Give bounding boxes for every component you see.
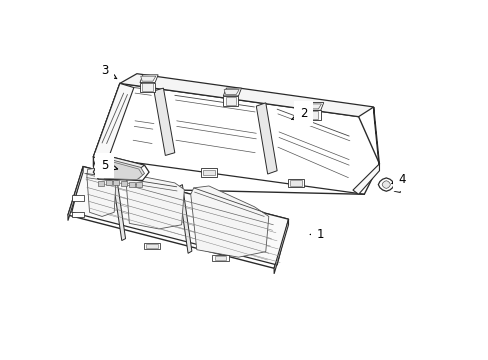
Polygon shape [128,181,134,186]
Polygon shape [373,107,379,171]
Polygon shape [112,174,125,240]
Polygon shape [200,168,217,177]
Polygon shape [290,180,301,186]
Polygon shape [98,181,104,186]
Polygon shape [72,195,84,201]
Polygon shape [93,84,134,161]
Polygon shape [140,82,155,92]
Polygon shape [121,181,127,186]
Polygon shape [211,255,228,261]
Polygon shape [287,179,304,187]
Polygon shape [136,182,142,187]
Polygon shape [154,88,175,156]
Polygon shape [87,168,116,216]
Polygon shape [378,178,393,191]
Polygon shape [93,84,120,167]
Polygon shape [72,212,84,217]
Polygon shape [68,167,288,268]
Polygon shape [143,243,160,249]
Text: 4: 4 [391,172,405,185]
Polygon shape [126,176,184,229]
Polygon shape [305,110,320,120]
Polygon shape [72,167,288,265]
Polygon shape [93,156,149,180]
Polygon shape [223,96,238,105]
Polygon shape [256,103,277,174]
Polygon shape [178,185,191,253]
Polygon shape [105,180,112,185]
Polygon shape [142,84,153,91]
Polygon shape [393,178,400,193]
Polygon shape [203,170,214,175]
Polygon shape [140,75,158,82]
Polygon shape [99,156,144,171]
Polygon shape [214,256,225,260]
Polygon shape [352,164,379,194]
Text: 1: 1 [310,228,324,241]
Polygon shape [146,244,158,248]
Polygon shape [101,161,142,180]
Text: 2: 2 [291,107,307,120]
Polygon shape [305,103,323,110]
Polygon shape [113,180,119,185]
Polygon shape [141,76,156,81]
Polygon shape [223,88,241,96]
Polygon shape [381,181,389,188]
Polygon shape [93,84,379,194]
Text: 3: 3 [101,64,117,79]
Polygon shape [307,111,318,119]
Polygon shape [68,167,83,221]
Polygon shape [224,90,239,94]
Polygon shape [274,219,288,274]
Polygon shape [225,97,236,105]
Polygon shape [99,159,144,179]
Polygon shape [305,104,321,109]
Polygon shape [190,186,268,257]
Text: 5: 5 [101,159,118,172]
Polygon shape [120,74,373,117]
